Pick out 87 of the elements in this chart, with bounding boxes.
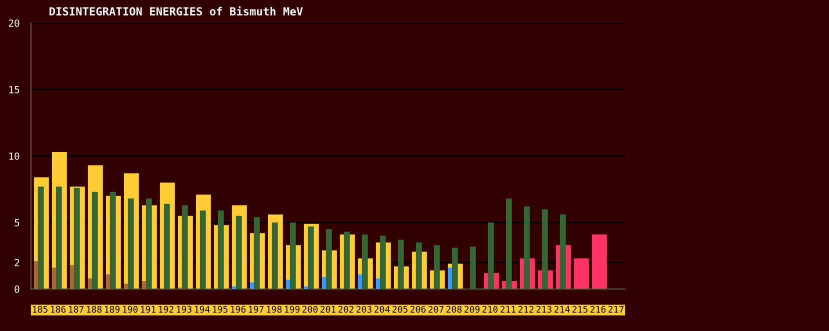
x-tick-label: 189 [104,306,120,313]
bar [560,214,566,289]
bar [448,268,452,289]
bar [524,206,530,289]
y-tick-label: 5 [14,219,20,226]
bar [398,240,404,289]
bar [164,204,170,289]
bar [542,209,548,289]
bar [128,198,134,289]
x-tick-label: 197 [248,306,264,313]
bar [250,282,254,289]
x-tick-label: 210 [482,306,498,313]
bar [56,186,62,289]
bar [124,284,128,289]
x-tick-label: 194 [194,306,210,313]
bar [304,286,308,289]
bar [70,265,74,289]
bar [506,198,512,289]
y-tick-label: 0 [14,286,20,293]
x-tick-label: 217 [608,306,624,313]
bar [106,274,110,289]
x-tick-label: 202 [338,306,354,313]
x-tick-label: 195 [212,306,228,313]
x-tick-label: 192 [158,306,174,313]
x-tick-label: 193 [176,306,192,313]
bar [376,278,380,289]
x-tick-label: 209 [464,306,480,313]
x-tick-label: 200 [302,306,318,313]
x-tick-label: 196 [230,306,246,313]
bar [232,286,236,289]
x-tick-label: 190 [122,306,138,313]
x-tick-label: 204 [374,306,390,313]
x-tick-label: 215 [572,306,588,313]
bar [88,278,92,289]
x-tick-label: 187 [68,306,84,313]
x-tick-label: 213 [536,306,552,313]
bar [452,248,458,289]
x-tick-label: 214 [554,306,570,313]
bar [52,268,56,289]
bar [344,232,350,289]
bar [272,222,278,289]
chart-title: DISINTEGRATION ENERGIES of Bismuth MeV [50,6,303,16]
bar [218,210,224,289]
x-tick-label: 188 [86,306,102,313]
x-tick-label: 205 [392,306,408,313]
y-tick-label: 20 [8,20,20,27]
x-tick-label: 186 [50,306,66,313]
bar [286,280,290,289]
bar [254,217,260,289]
x-tick-label: 207 [428,306,444,313]
x-tick-label: 208 [446,306,462,313]
bar [592,234,607,289]
bar [290,222,296,289]
x-tick-label: 201 [320,306,336,313]
bar [416,242,422,289]
bar [326,229,332,289]
bar [434,245,440,289]
x-tick-label: 198 [266,306,282,313]
bar [146,198,152,289]
bar [358,274,362,289]
bar [142,281,146,289]
bar [92,192,98,289]
x-tick-label: 191 [140,306,156,313]
bar [38,186,44,289]
bar [110,192,116,289]
x-tick-label: 199 [284,306,300,313]
bar [182,205,188,289]
bar [308,226,314,289]
bar [200,210,206,289]
y-tick-label: 15 [9,86,20,94]
bar [236,216,242,289]
bar [34,261,38,289]
y-tick-label: 10 [9,152,20,160]
bar [362,234,368,289]
bar [380,236,386,289]
bar [470,246,476,289]
x-tick-label: 212 [518,306,534,313]
bar [74,188,80,289]
x-tick-label: 216 [590,306,606,313]
bar [488,222,494,289]
x-tick-label: 203 [356,306,372,313]
x-tick-label: 206 [410,306,426,313]
y-tick-label: 2 [14,258,20,266]
bar [322,277,326,289]
x-tick-label: 185 [32,306,48,313]
x-tick-label: 211 [500,306,516,313]
bar [574,258,589,289]
